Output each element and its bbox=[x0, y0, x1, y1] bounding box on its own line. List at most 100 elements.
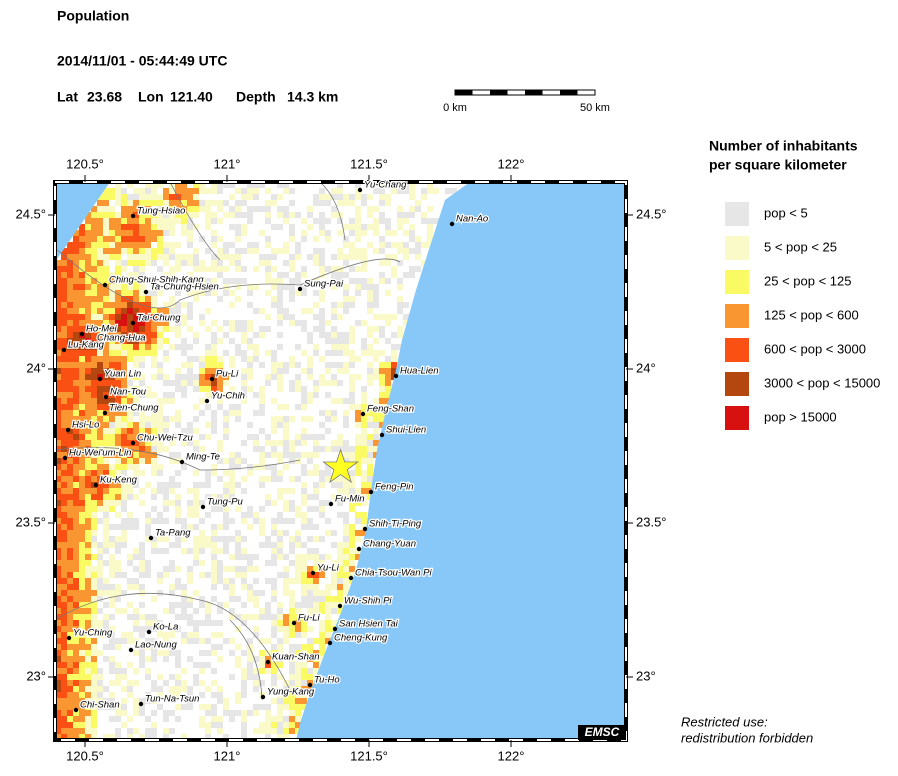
population-cell bbox=[109, 320, 115, 326]
population-cell bbox=[97, 200, 103, 206]
population-cell bbox=[235, 296, 241, 302]
population-cell bbox=[331, 212, 337, 218]
population-cell bbox=[181, 374, 187, 380]
population-cell bbox=[79, 632, 85, 638]
population-cell bbox=[235, 410, 241, 416]
population-cell bbox=[61, 650, 67, 656]
population-cell bbox=[277, 548, 283, 554]
population-cell bbox=[55, 284, 61, 290]
place-label: Lu-Kang bbox=[68, 340, 105, 351]
population-cell bbox=[271, 680, 277, 686]
population-cell bbox=[61, 332, 67, 338]
population-cell bbox=[67, 458, 73, 464]
population-cell bbox=[199, 200, 205, 206]
population-cell bbox=[139, 332, 145, 338]
population-cell bbox=[385, 194, 391, 200]
population-cell bbox=[247, 242, 253, 248]
population-cell bbox=[97, 194, 103, 200]
population-cell bbox=[241, 440, 247, 446]
population-cell bbox=[271, 644, 277, 650]
population-cell bbox=[97, 290, 103, 296]
population-cell bbox=[373, 188, 379, 194]
boundary bbox=[55, 592, 291, 691]
population-cell bbox=[265, 380, 271, 386]
population-cell bbox=[169, 248, 175, 254]
population-cell bbox=[55, 542, 61, 548]
population-cell bbox=[133, 272, 139, 278]
population-cell bbox=[367, 368, 373, 374]
population-cell bbox=[379, 386, 385, 392]
population-cell bbox=[175, 578, 181, 584]
population-cell bbox=[175, 188, 181, 194]
population-cell bbox=[223, 380, 229, 386]
population-cell bbox=[385, 380, 391, 386]
population-cell bbox=[331, 572, 337, 578]
population-cell bbox=[307, 206, 313, 212]
population-cell bbox=[307, 596, 313, 602]
population-cell bbox=[283, 578, 289, 584]
population-cell bbox=[55, 278, 61, 284]
population-cell bbox=[247, 188, 253, 194]
population-cell bbox=[109, 542, 115, 548]
population-cell bbox=[85, 344, 91, 350]
lon-label: 122° bbox=[498, 748, 525, 763]
population-cell bbox=[229, 566, 235, 572]
population-cell bbox=[175, 518, 181, 524]
population-cell bbox=[223, 428, 229, 434]
population-cell bbox=[193, 374, 199, 380]
population-cell bbox=[289, 188, 295, 194]
population-cell bbox=[229, 194, 235, 200]
population-cell bbox=[163, 284, 169, 290]
population-cell bbox=[79, 500, 85, 506]
population-cell bbox=[109, 524, 115, 530]
population-cell bbox=[175, 674, 181, 680]
population-cell bbox=[79, 458, 85, 464]
population-cell bbox=[331, 326, 337, 332]
population-cell bbox=[199, 386, 205, 392]
population-cell bbox=[247, 344, 253, 350]
population-cell bbox=[67, 584, 73, 590]
population-cell bbox=[241, 710, 247, 716]
population-cell bbox=[211, 452, 217, 458]
population-cell bbox=[205, 212, 211, 218]
population-cell bbox=[277, 662, 283, 668]
population-cell bbox=[337, 344, 343, 350]
population-cell bbox=[55, 620, 61, 626]
population-cell bbox=[73, 278, 79, 284]
population-cell bbox=[397, 242, 403, 248]
population-cell bbox=[85, 482, 91, 488]
population-cell bbox=[61, 560, 67, 566]
population-cell bbox=[175, 308, 181, 314]
population-cell bbox=[325, 620, 331, 626]
population-cell bbox=[55, 716, 61, 722]
population-cell bbox=[427, 224, 433, 230]
population-cell bbox=[133, 206, 139, 212]
population-cell bbox=[379, 188, 385, 194]
population-cell bbox=[241, 392, 247, 398]
population-cell bbox=[115, 362, 121, 368]
population-cell bbox=[67, 464, 73, 470]
population-cell bbox=[247, 302, 253, 308]
population-cell bbox=[349, 530, 355, 536]
population-cell bbox=[277, 224, 283, 230]
population-cell bbox=[181, 602, 187, 608]
population-cell bbox=[349, 362, 355, 368]
population-cell bbox=[271, 398, 277, 404]
population-cell bbox=[115, 218, 121, 224]
population-cell bbox=[103, 248, 109, 254]
population-cell bbox=[319, 500, 325, 506]
place-dot bbox=[130, 320, 136, 326]
population-cell bbox=[313, 596, 319, 602]
population-cell bbox=[385, 368, 391, 374]
population-cell bbox=[139, 230, 145, 236]
population-cell bbox=[301, 494, 307, 500]
population-cell bbox=[133, 356, 139, 362]
population-cell bbox=[451, 188, 457, 194]
population-cell bbox=[145, 236, 151, 242]
place-label: Wu-Shih Pi bbox=[344, 596, 392, 607]
population-cell bbox=[139, 632, 145, 638]
population-cell bbox=[343, 362, 349, 368]
population-cell bbox=[79, 578, 85, 584]
population-cell bbox=[403, 230, 409, 236]
population-cell bbox=[85, 506, 91, 512]
